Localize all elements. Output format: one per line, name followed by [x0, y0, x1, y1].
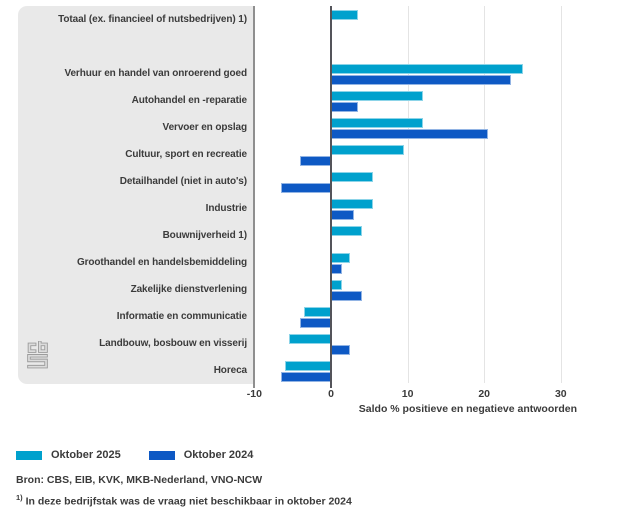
category-label: Horeca	[213, 365, 247, 376]
bar-oktober-2025	[331, 280, 343, 290]
bar-oktober-2024	[331, 129, 489, 139]
category-label: Detailhandel (niet in auto's)	[119, 176, 247, 187]
legend-swatch-oktober-2025	[16, 450, 42, 460]
bar-oktober-2025	[304, 307, 331, 317]
category-label: Zakelijke dienstverlening	[130, 284, 248, 295]
chart-row: Bouwnijverheid 1)	[0, 222, 626, 249]
category-label: Informatie en communicatie	[116, 311, 247, 322]
category-label: Vervoer en opslag	[162, 122, 248, 133]
bar-oktober-2025	[331, 226, 362, 236]
bar-oktober-2024	[331, 264, 343, 274]
gridline--10	[253, 6, 256, 388]
chart-row: Landbouw, bosbouw en visserij	[0, 330, 626, 357]
bar-oktober-2024	[331, 291, 362, 301]
chart-row: Groothandel en handelsbemiddeling	[0, 249, 626, 276]
category-label: Autohandel en -reparatie	[131, 95, 248, 106]
category-label-panel	[18, 6, 254, 384]
legend-label: Oktober 2024	[183, 449, 254, 461]
bar-oktober-2025	[331, 118, 423, 128]
chart-row: Detailhandel (niet in auto's)	[0, 168, 626, 195]
chart-row: Verhuur en handel van onroerend goed	[0, 60, 626, 87]
footnote-text: In deze bedrijfstak was de vraag niet be…	[25, 495, 352, 508]
bar-oktober-2025	[331, 91, 423, 101]
bar-oktober-2025	[285, 361, 331, 371]
chart-row: Totaal (ex. financieel of nutsbedrijven)…	[0, 6, 626, 33]
legend-label: Oktober 2025	[51, 449, 121, 461]
legend-swatch-oktober-2024	[148, 450, 175, 460]
bar-oktober-2024	[331, 345, 351, 355]
footnote: 1) In deze bedrijfstak was de vraag niet…	[16, 493, 352, 508]
zero-axis-line	[330, 6, 332, 388]
chart-row: Cultuur, sport en recreatie	[0, 141, 626, 168]
x-tick-label: 30	[554, 388, 567, 400]
bar-oktober-2024	[300, 318, 331, 328]
legend: Oktober 2025 Oktober 2024	[16, 449, 281, 461]
bar-oktober-2024	[281, 183, 331, 193]
chart-row: Autohandel en -reparatie	[0, 87, 626, 114]
legend-item-oktober-2025: Oktober 2025	[16, 449, 121, 461]
x-tick-label: -10	[246, 388, 262, 400]
bar-oktober-2025	[331, 64, 523, 74]
bar-oktober-2025	[288, 334, 331, 344]
chart-row: Vervoer en opslag	[0, 114, 626, 141]
category-label: Cultuur, sport en recreatie	[125, 149, 247, 160]
gridline-10	[408, 6, 409, 383]
bar-oktober-2025	[331, 253, 351, 263]
bar-oktober-2024	[281, 372, 331, 382]
bar-oktober-2025	[331, 145, 404, 155]
chart-row: Informatie en communicatie	[0, 303, 626, 330]
x-tick-label: 0	[328, 388, 334, 400]
category-label: Landbouw, bosbouw en visserij	[99, 338, 247, 349]
category-label: Groothandel en handelsbemiddeling	[76, 257, 247, 268]
bar-oktober-2024	[300, 156, 331, 166]
bar-oktober-2024	[331, 102, 358, 112]
category-label: Industrie	[205, 203, 247, 214]
category-label: Verhuur en handel van onroerend goed	[64, 68, 247, 79]
source-text: Bron: CBS, EIB, KVK, MKB-Nederland, VNO-…	[16, 474, 263, 486]
gridline-20	[484, 6, 485, 383]
bar-oktober-2025	[331, 199, 374, 209]
legend-item-oktober-2024: Oktober 2024	[148, 449, 254, 461]
bar-oktober-2025	[331, 172, 374, 182]
bar-oktober-2025	[331, 10, 358, 20]
chart-row: Zakelijke dienstverlening	[0, 276, 626, 303]
bar-oktober-2024	[331, 75, 511, 85]
gridline-30	[561, 6, 562, 383]
category-label: Bouwnijverheid 1)	[162, 230, 248, 241]
x-axis-title: Saldo % positieve en negatieve antwoorde…	[358, 403, 577, 415]
x-tick-label: 20	[478, 388, 491, 400]
bar-oktober-2024	[331, 210, 354, 220]
category-label: Totaal (ex. financieel of nutsbedrijven)…	[58, 14, 247, 25]
cbs-logo-icon	[27, 341, 48, 369]
chart-row: Horeca	[0, 357, 626, 384]
x-tick-label: 10	[401, 388, 414, 400]
footnote-marker: 1)	[16, 493, 23, 502]
chart-row: Industrie	[0, 195, 626, 222]
